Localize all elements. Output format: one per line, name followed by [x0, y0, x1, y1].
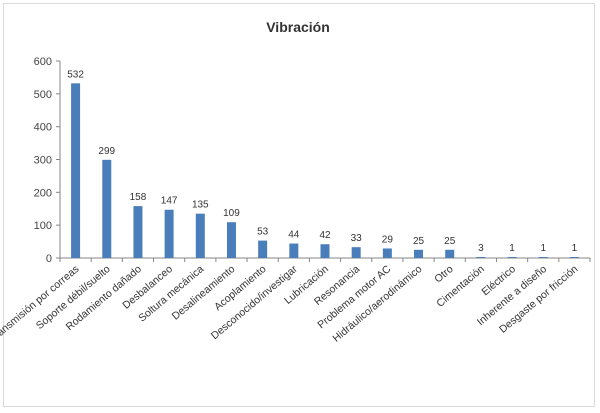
bar — [538, 257, 548, 258]
data-label: 1 — [509, 243, 515, 254]
chart-title: Vibración — [266, 19, 330, 35]
category-label: Otro — [432, 263, 455, 285]
bar — [289, 243, 299, 258]
bar — [102, 159, 112, 258]
bar — [71, 83, 81, 259]
y-tick-label: 200 — [34, 187, 52, 199]
y-tick-label: 600 — [34, 56, 52, 68]
bar — [258, 240, 268, 258]
data-label: 44 — [288, 230, 300, 241]
data-label: 1 — [572, 243, 578, 254]
bar — [164, 209, 174, 258]
bar — [569, 257, 579, 258]
y-tick-label: 0 — [46, 253, 52, 265]
data-label: 135 — [192, 200, 209, 211]
y-tick-label: 500 — [34, 89, 52, 101]
bar — [226, 222, 236, 258]
data-label: 299 — [98, 146, 115, 157]
bar — [133, 206, 143, 258]
data-labels: 532 299 158 147 135 109 53 44 42 33 29 25 25 3 1 1 1 — [67, 69, 577, 254]
data-label: 25 — [413, 236, 425, 247]
bar — [320, 244, 330, 258]
bar — [414, 249, 424, 258]
data-label: 3 — [478, 243, 484, 254]
data-label: 29 — [382, 234, 394, 245]
data-label: 53 — [257, 227, 269, 238]
bar — [445, 249, 455, 258]
bar — [507, 257, 517, 258]
data-label: 532 — [67, 69, 84, 80]
data-label: 42 — [319, 230, 331, 241]
data-label: 33 — [351, 233, 363, 244]
data-label: 147 — [161, 196, 178, 207]
chart-area — [3, 3, 595, 407]
axes: 0 100 200 300 400 500 600 — [34, 56, 591, 265]
bar — [382, 248, 392, 258]
y-tick-label: 100 — [34, 220, 52, 232]
data-label: 109 — [223, 208, 240, 219]
bar — [351, 247, 361, 258]
data-label: 158 — [130, 192, 147, 203]
bars — [71, 83, 579, 259]
bar — [476, 257, 486, 258]
bar — [195, 213, 205, 258]
y-tick-label: 400 — [34, 122, 52, 134]
data-label: 1 — [540, 243, 546, 254]
y-tick-label: 300 — [34, 155, 52, 167]
data-label: 25 — [444, 236, 456, 247]
